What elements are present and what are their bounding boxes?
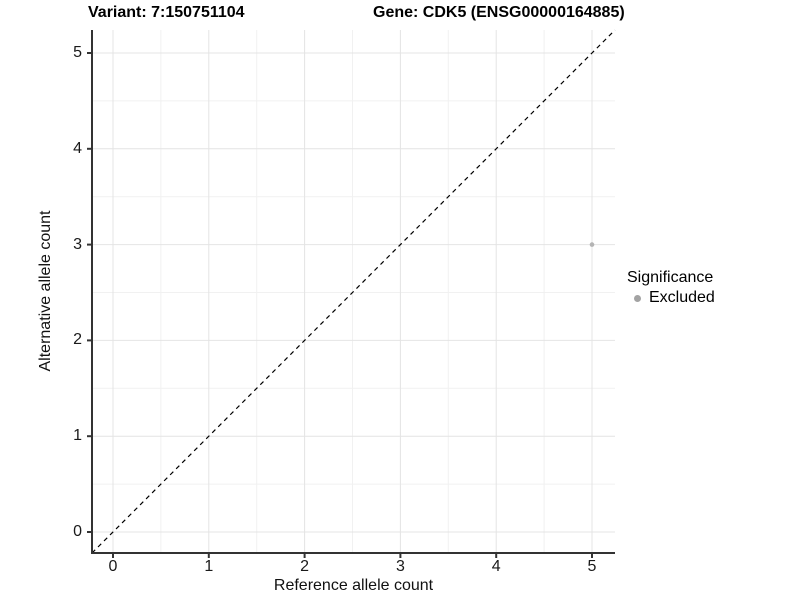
legend-point-icon (634, 294, 641, 302)
y-tick-label: 4 (73, 139, 82, 157)
legend-title: Significance (627, 269, 714, 286)
legend-item-label: Excluded (649, 289, 715, 306)
x-axis-title: Reference allele count (273, 577, 434, 594)
gene-title: Gene: CDK5 (ENSG00000164885) (373, 4, 625, 21)
x-tick-label: 5 (587, 558, 597, 575)
y-tick-label: 2 (73, 331, 82, 349)
x-tick-label: 2 (300, 558, 310, 575)
variant-title: Variant: 7:150751104 (88, 4, 245, 21)
x-tick-label: 1 (204, 558, 214, 575)
y-tick-label: 1 (73, 427, 82, 445)
x-tick-label: 3 (395, 558, 405, 575)
y-tick-label: 5 (73, 44, 82, 61)
legend-item-excluded: Excluded (627, 289, 715, 307)
x-tick-label: 0 (108, 558, 118, 575)
legend: Significance Excluded (627, 268, 715, 307)
y-tick-label: 3 (73, 235, 82, 253)
data-point-excluded (589, 242, 595, 247)
x-tick-label: 4 (491, 558, 501, 575)
y-tick-label: 0 (73, 523, 82, 540)
identity-dashed-line (91, 29, 616, 554)
